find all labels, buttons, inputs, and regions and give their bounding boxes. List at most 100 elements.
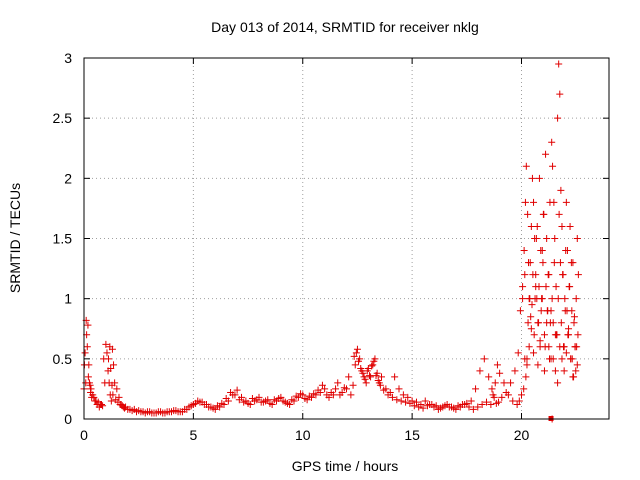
data-point xyxy=(485,373,493,381)
y-tick-label: 0 xyxy=(64,411,72,427)
data-point xyxy=(463,399,471,407)
data-point xyxy=(83,343,91,351)
data-point xyxy=(556,90,564,98)
data-points xyxy=(80,60,582,423)
data-point xyxy=(478,401,486,409)
data-point xyxy=(536,337,544,345)
data-point xyxy=(135,407,143,415)
data-point xyxy=(370,357,378,365)
data-point xyxy=(563,307,571,315)
data-point xyxy=(213,402,221,410)
data-point xyxy=(406,399,414,407)
data-point xyxy=(573,361,581,369)
data-point xyxy=(413,398,420,406)
data-point xyxy=(161,409,169,417)
data-point xyxy=(525,259,532,267)
data-point xyxy=(522,373,530,381)
data-point xyxy=(556,343,564,351)
y-axis-label: SRMTID / TECUs xyxy=(7,183,23,293)
data-point xyxy=(404,393,412,401)
data-point xyxy=(530,198,538,206)
data-point xyxy=(565,325,573,333)
data-point xyxy=(445,403,453,411)
data-point xyxy=(543,235,551,242)
data-point xyxy=(554,379,562,387)
data-point xyxy=(297,390,305,398)
data-point xyxy=(283,399,291,407)
data-point xyxy=(514,349,522,357)
data-point xyxy=(542,150,550,158)
y-tick-label: 1 xyxy=(64,291,72,307)
data-point xyxy=(454,402,462,410)
data-point xyxy=(480,355,488,363)
data-point xyxy=(233,386,241,394)
data-point xyxy=(332,385,340,393)
data-point xyxy=(170,407,178,415)
data-point xyxy=(292,392,300,400)
data-point xyxy=(323,391,331,399)
data-point xyxy=(262,397,270,405)
data-point xyxy=(82,379,90,387)
data-point xyxy=(548,138,556,146)
data-point xyxy=(472,385,480,393)
data-point xyxy=(519,295,527,303)
data-point xyxy=(357,364,365,372)
data-point xyxy=(103,349,111,357)
data-point xyxy=(555,60,563,68)
data-point xyxy=(187,402,195,410)
data-point xyxy=(305,392,313,400)
data-point xyxy=(515,397,523,405)
data-point xyxy=(340,384,348,392)
data-point xyxy=(502,389,510,397)
data-point xyxy=(244,399,252,407)
data-point xyxy=(165,408,173,416)
data-point xyxy=(532,283,540,291)
data-point xyxy=(561,295,569,303)
data-point xyxy=(105,355,112,363)
data-point xyxy=(557,319,565,327)
data-point xyxy=(395,385,403,393)
data-point xyxy=(84,321,92,329)
data-point xyxy=(530,349,538,357)
data-point xyxy=(353,345,361,353)
data-point xyxy=(569,373,577,381)
data-point xyxy=(380,386,388,394)
data-point xyxy=(496,369,504,377)
data-point xyxy=(288,396,296,404)
data-point xyxy=(428,401,436,409)
x-tick-label: 0 xyxy=(80,427,88,443)
data-point xyxy=(336,391,344,399)
data-point xyxy=(99,402,107,410)
data-point xyxy=(540,331,548,339)
data-point xyxy=(551,331,559,339)
data-point xyxy=(314,386,322,394)
data-point xyxy=(548,295,556,303)
data-point xyxy=(384,391,392,399)
data-point xyxy=(102,340,110,348)
data-point xyxy=(441,402,449,410)
data-point xyxy=(547,307,555,315)
data-point xyxy=(84,373,92,381)
axis-ticks: 0 5 10 15 20 0 0.5 1 1.5 2 2.5 3 xyxy=(53,50,609,443)
data-point xyxy=(550,198,558,206)
data-point xyxy=(544,271,552,279)
data-point xyxy=(532,235,540,242)
data-point xyxy=(516,307,524,315)
data-point xyxy=(533,222,541,230)
data-point xyxy=(527,325,535,333)
y-tick-label: 0.5 xyxy=(53,351,73,367)
data-point xyxy=(350,352,358,360)
data-point xyxy=(367,373,375,381)
data-point xyxy=(467,397,475,405)
data-point xyxy=(349,381,357,389)
data-point xyxy=(572,295,580,303)
data-point xyxy=(130,405,138,413)
data-point xyxy=(87,385,95,393)
data-point xyxy=(257,398,265,406)
data-point xyxy=(419,404,427,412)
data-point xyxy=(493,361,501,369)
data-point xyxy=(554,114,562,122)
x-axis-label: GPS time / hours xyxy=(292,458,399,474)
data-point xyxy=(231,391,239,399)
data-point xyxy=(558,222,566,230)
